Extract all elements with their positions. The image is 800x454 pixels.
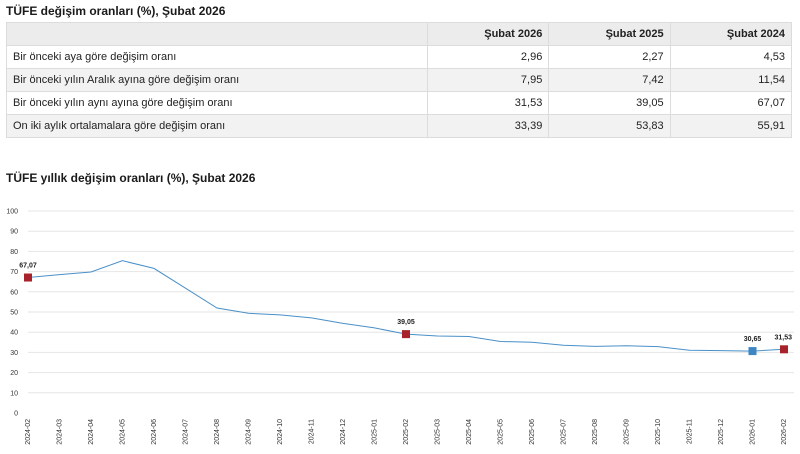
- cell-value: 2,27: [548, 45, 671, 69]
- cell-value: 7,42: [548, 68, 671, 92]
- x-tick-label: 2025-08: [592, 419, 599, 445]
- cell-value: 55,91: [669, 114, 793, 138]
- x-tick-label: 2024-05: [120, 419, 127, 445]
- data-label: 30,65: [744, 336, 762, 343]
- table-row: Bir önceki aya göre değişim oranı 2,96 2…: [6, 45, 793, 69]
- table-row: On iki aylık ortalamalara göre değişim o…: [6, 114, 793, 138]
- y-tick-label: 100: [6, 209, 18, 216]
- data-label: 67,07: [19, 263, 37, 270]
- header-feb-2025: Şubat 2025: [548, 22, 671, 46]
- data-point-marker: [748, 347, 757, 356]
- table-row: Bir önceki yılın aynı ayına göre değişim…: [6, 91, 793, 115]
- cell-value: 39,05: [548, 91, 671, 115]
- data-point-marker: [24, 273, 32, 282]
- header-feb-2024: Şubat 2024: [669, 22, 793, 46]
- annual-cpi-line-chart: 0 10 20 30 40 50 60 70 80 90 100 2024-02 2024-03 202…: [6, 209, 794, 445]
- chart-title: TÜFE yıllık değişim oranları (%), Şubat …: [6, 171, 256, 185]
- x-tick-label: 2024-09: [246, 419, 253, 445]
- y-tick-label: 10: [10, 390, 18, 397]
- row-label: Bir önceki yılın Aralık ayına göre değiş…: [6, 68, 428, 92]
- table-header-row: Şubat 2026 Şubat 2025 Şubat 2024: [6, 22, 793, 46]
- x-tick-label: 2024-02: [25, 419, 32, 445]
- x-tick-label: 2025-11: [687, 419, 694, 444]
- x-tick-label: 2025-12: [718, 419, 725, 445]
- cell-value: 2,96: [426, 45, 550, 69]
- cell-value: 7,95: [426, 68, 550, 92]
- x-tick-label: 2025-07: [561, 419, 568, 445]
- x-tick-label: 2025-01: [372, 419, 379, 445]
- row-label: On iki aylık ortalamalara göre değişim o…: [6, 114, 428, 138]
- x-tick-label: 2024-12: [340, 419, 347, 445]
- cell-value: 4,53: [669, 45, 793, 69]
- x-tick-label: 2024-07: [183, 419, 190, 445]
- y-tick-label: 60: [10, 289, 18, 296]
- cell-value: 11,54: [669, 68, 793, 92]
- cpi-change-table: Şubat 2026 Şubat 2025 Şubat 2024 Bir önc…: [6, 22, 793, 138]
- cell-value: 33,39: [426, 114, 550, 138]
- x-tick-label: 2025-04: [466, 419, 473, 445]
- x-tick-label: 2024-08: [214, 419, 221, 445]
- x-tick-label: 2025-03: [435, 419, 442, 445]
- cell-value: 67,07: [669, 91, 793, 115]
- row-label: Bir önceki aya göre değişim oranı: [6, 45, 428, 69]
- x-tick-label: 2025-02: [403, 419, 410, 445]
- x-tick-label: 2025-10: [655, 419, 662, 445]
- y-tick-label: 90: [10, 229, 18, 236]
- x-tick-label: 2026-02: [781, 419, 788, 445]
- header-empty: [6, 22, 428, 46]
- y-tick-label: 40: [10, 330, 18, 337]
- y-tick-label: 0: [14, 411, 18, 418]
- cell-value: 31,53: [426, 91, 550, 115]
- cell-value: 53,83: [548, 114, 671, 138]
- data-label: 39,05: [397, 319, 415, 326]
- x-tick-label: 2024-10: [277, 419, 284, 445]
- header-feb-2026: Şubat 2026: [426, 22, 550, 46]
- x-tick-label: 2024-11: [309, 419, 316, 444]
- x-tick-label: 2025-06: [529, 419, 536, 445]
- x-tick-label: 2025-05: [498, 419, 505, 445]
- y-tick-label: 20: [10, 370, 18, 377]
- x-tick-label: 2026-01: [750, 419, 757, 445]
- x-tick-label: 2025-09: [624, 419, 631, 445]
- y-tick-label: 50: [10, 310, 18, 317]
- data-label: 31,53: [774, 334, 792, 341]
- row-label: Bir önceki yılın aynı ayına göre değişim…: [6, 91, 428, 115]
- table-row: Bir önceki yılın Aralık ayına göre değiş…: [6, 68, 793, 92]
- y-tick-label: 80: [10, 249, 18, 256]
- x-tick-label: 2024-04: [88, 419, 95, 445]
- x-tick-label: 2024-06: [151, 419, 158, 445]
- data-point-marker: [402, 330, 410, 339]
- y-tick-label: 30: [10, 350, 18, 357]
- x-tick-label: 2024-03: [57, 419, 64, 445]
- y-tick-label: 70: [10, 269, 18, 276]
- data-point-marker: [780, 345, 788, 354]
- table-title: TÜFE değişim oranları (%), Şubat 2026: [6, 4, 226, 18]
